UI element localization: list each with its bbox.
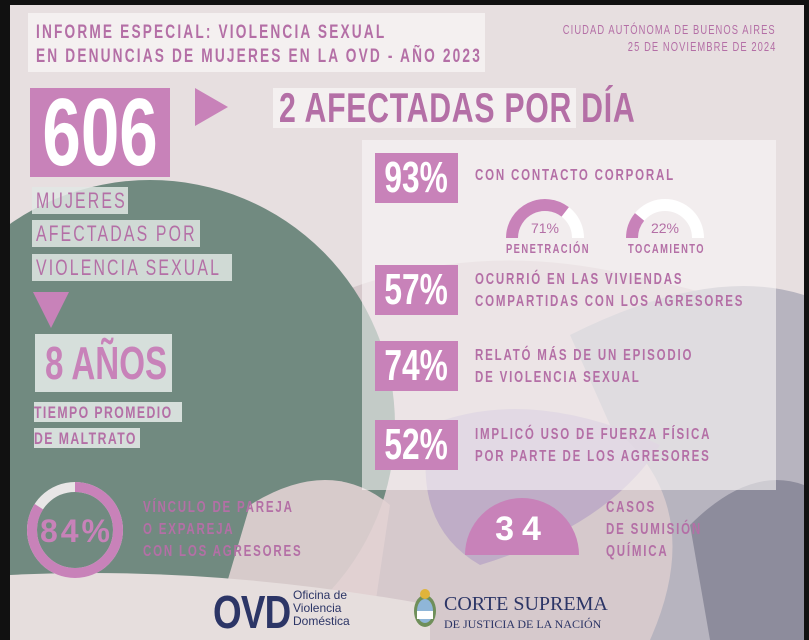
location: CIUDAD AUTÓNOMA DE BUENOS AIRES <box>563 22 776 37</box>
years-label-2: DE MALTRATO <box>34 429 137 448</box>
stat-value-box: 74% <box>375 341 458 391</box>
donut-fill <box>27 482 123 578</box>
total-label-1: MUJERES <box>32 187 128 214</box>
total-box: 606 <box>30 79 170 186</box>
total-label-3: VIOLENCIA SEXUAL <box>32 254 232 281</box>
total-label-2: AFECTADAS POR <box>32 220 200 247</box>
stat-value-box: 57% <box>375 265 458 315</box>
partner-text: VÍNCULO DE PAREJA O EXPAREJA CON LOS AGRES… <box>143 499 303 560</box>
years-value: 8 AÑOS <box>45 337 168 389</box>
total-value: 606 <box>42 78 158 186</box>
gauge-label-tocamiento: TOCAMIENTO <box>628 241 705 256</box>
partner-donut: 84% <box>27 482 123 578</box>
gauge-value: 22% <box>651 220 679 236</box>
court-line-2: DE JUSTICIA DE LA NACIÓN <box>444 617 602 631</box>
stat-value: 57% <box>384 265 449 314</box>
gauge-label-penetracion: PENETRACIÓN <box>506 241 590 256</box>
stat-line: IMPLICÓ USO DE FUERZA FÍSICA <box>475 426 712 443</box>
corte-suprema-logo: CORTE SUPREMA DE JUSTICIA DE LA NACIÓN <box>412 587 608 636</box>
arrow-down-icon <box>33 292 69 328</box>
chemical-semicircle <box>465 498 579 555</box>
stat-line: DE VIOLENCIA SEXUAL <box>475 369 641 386</box>
stat-line: CON CONTACTO CORPORAL <box>475 167 675 184</box>
coat-of-arms-icon <box>414 589 436 627</box>
stat-line: COMPARTIDAS CON LOS AGRESORES <box>475 293 745 310</box>
infographic: INFORME ESPECIAL: VIOLENCIA SEXUAL EN DE… <box>10 5 804 640</box>
date: 25 DE NOVIEMBRE DE 2024 <box>627 39 776 54</box>
years-label-1: TIEMPO PROMEDIO <box>34 403 173 422</box>
title-line-1: INFORME ESPECIAL: VIOLENCIA SEXUAL <box>36 22 387 43</box>
years-box: 8 AÑOS <box>35 334 172 392</box>
gauge-value: 71% <box>531 220 559 236</box>
arrow-right-icon <box>195 88 228 126</box>
gauge-fill <box>626 213 645 239</box>
ovd-logo: OVD Oficina de Violencia Doméstica <box>213 586 350 638</box>
chemical-value: 34 <box>495 510 549 548</box>
stat-text: RELATÓ MÁS DE UN EPISODIO DE VIOLENCIA SE… <box>475 345 778 389</box>
stat-text: IMPLICÓ USO DE FUERZA FÍSICA POR PARTE DE… <box>475 424 803 468</box>
stat-text: CON CONTACTO CORPORAL <box>475 165 753 187</box>
donut-value: 84% <box>40 513 110 549</box>
gauges: 71% 22% <box>506 199 704 239</box>
gauge-fill <box>506 199 569 239</box>
stat-value: 74% <box>384 341 449 390</box>
per-day: 2 AFECTADAS POR DÍA <box>279 84 636 131</box>
stat-value: 93% <box>384 153 449 202</box>
stat-value-box: 52% <box>375 420 458 470</box>
court-line-1: CORTE SUPREMA <box>444 593 608 615</box>
stat-line: RELATÓ MÁS DE UN EPISODIO <box>475 347 694 364</box>
title-line-2: EN DENUNCIAS DE MUJERES EN LA OVD - AÑO … <box>36 46 482 67</box>
stat-line: OCURRIÓ EN LAS VIVIENDAS <box>475 271 684 288</box>
stat-value: 52% <box>384 420 449 469</box>
chemical-text: CASOS DE SUMISIÓN QUÍMICA <box>606 499 702 560</box>
title-box: INFORME ESPECIAL: VIOLENCIA SEXUAL EN DE… <box>28 13 485 72</box>
ovd-logo-text: OVD <box>213 586 291 638</box>
stat-value-box: 93% <box>375 153 458 203</box>
stat-line: POR PARTE DE LOS AGRESORES <box>475 448 711 465</box>
stat-text: OCURRIÓ EN LAS VIVIENDAS COMPARTIDAS CON … <box>475 269 804 313</box>
per-day-box: 2 AFECTADAS POR DÍA <box>273 87 635 129</box>
